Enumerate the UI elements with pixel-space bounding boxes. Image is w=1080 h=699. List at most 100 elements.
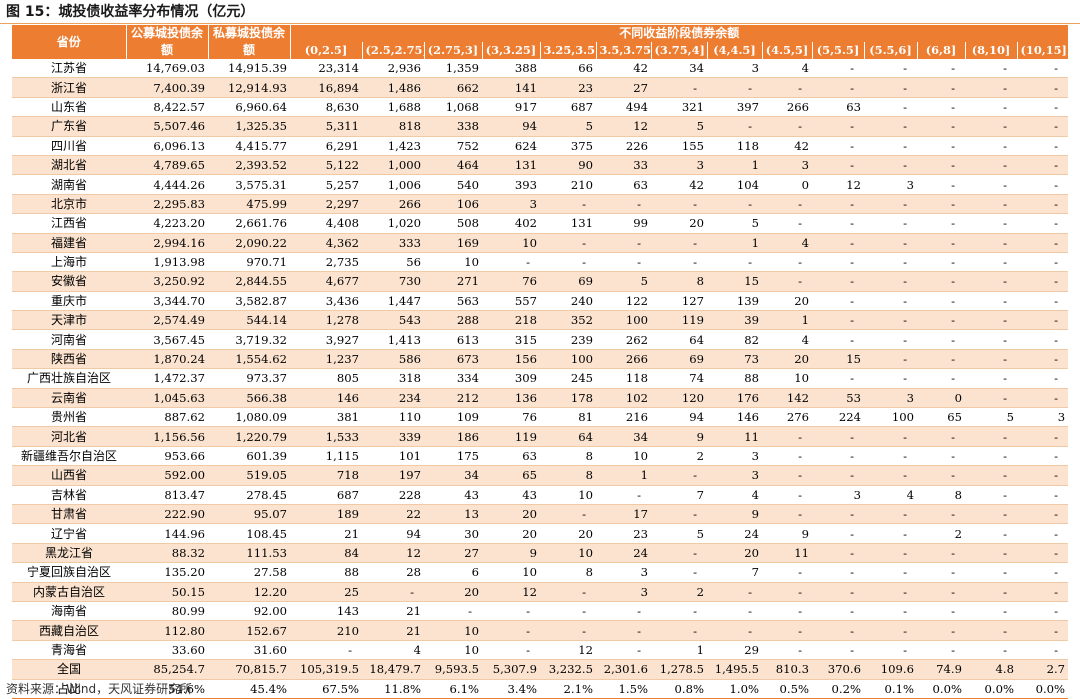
balance-cell: 2,844.55 — [208, 271, 290, 292]
bucket-cell: 104 — [707, 174, 762, 195]
bucket-cell: - — [762, 620, 812, 641]
bucket-cell: 20 — [424, 582, 482, 602]
bucket-cell: 23,314 — [290, 59, 362, 79]
table-row: 福建省 2,994.16 2,090.22 4,362 333 169 10- - -1 4- - -… — [12, 233, 1069, 253]
bucket-cell: 5,307.9 — [482, 659, 540, 680]
table-row: 安徽省 3,250.92 2,844.55 4,677 730 271 76 69 5 8 15- -… — [12, 271, 1069, 292]
table-row: 山西省 592.00 519.05 718 197 34 65 8 1-3- - - - - - — [12, 465, 1069, 486]
bucket-cell: - — [424, 601, 482, 622]
bucket-cell: 5 — [651, 523, 707, 544]
bucket-cell: 23 — [596, 523, 651, 544]
bucket-cell: 315 — [482, 329, 540, 350]
bucket-cell: 339 — [362, 426, 424, 447]
province-cell: 甘肃省 — [12, 504, 126, 525]
bucket-cell: 27 — [424, 543, 482, 564]
bucket-cell: 20 — [707, 543, 762, 564]
table-row: 吉林省 813.47 278.45 687 228 43 43 10-7 4-3 4 8- - — [12, 485, 1069, 505]
bucket-cell: 234 — [362, 388, 424, 409]
balance-cell: 27.58 — [208, 562, 290, 583]
bucket-cell: - — [762, 116, 812, 137]
bucket-cell: 21 — [290, 523, 362, 544]
balance-cell: 970.71 — [208, 252, 290, 273]
bucket-cell: 352 — [540, 310, 596, 331]
bucket-cell: 4,362 — [290, 233, 362, 253]
bucket-cell: - — [762, 562, 812, 583]
bucket-cell: - — [762, 271, 812, 292]
balance-cell: 566.38 — [208, 388, 290, 409]
bucket-cell: 118 — [596, 368, 651, 389]
bucket-cell: 557 — [482, 291, 540, 312]
bucket-cell: 333 — [362, 233, 424, 253]
bucket-cell: 4,677 — [290, 271, 362, 292]
bucket-cell: - — [917, 59, 965, 79]
bucket-cell: - — [540, 233, 596, 253]
bucket-cell: 4 — [762, 329, 812, 350]
bucket-cell: 73 — [707, 349, 762, 370]
bucket-cell: - — [917, 271, 965, 292]
bucket-cell: 402 — [482, 213, 540, 234]
bucket-cell: 276 — [762, 407, 812, 428]
bucket-cell: 262 — [596, 329, 651, 350]
balance-cell: 1,913.98 — [126, 252, 208, 273]
bucket-cell: 25 — [290, 582, 362, 602]
table-row: 广东省 5,507.46 1,325.35 5,311 818 338 94 5 12 5- - - -… — [12, 116, 1069, 137]
bucket-cell: 1,068 — [424, 97, 482, 118]
bucket-cell: 11.8% — [362, 679, 424, 699]
province-cell: 吉林省 — [12, 485, 126, 505]
bucket-cell: - — [482, 252, 540, 273]
table-row: 辽宁省 144.96 108.45 21 94 30 20 20 23 5 24 9- -2- - — [12, 523, 1069, 544]
bucket-cell: 563 — [424, 291, 482, 312]
bucket-cell: 10 — [540, 543, 596, 564]
bucket-cell: 687 — [290, 485, 362, 505]
balance-cell: 3,575.31 — [208, 174, 290, 195]
bucket-cell: 33 — [596, 155, 651, 176]
bucket-cell: - — [707, 582, 762, 602]
bucket-cell: 24 — [596, 543, 651, 564]
bucket-cell: 69 — [651, 349, 707, 370]
header-bucket: (3,3.25] — [481, 42, 540, 59]
bucket-cell: - — [917, 194, 965, 215]
bucket-cell: - — [864, 59, 917, 79]
bucket-cell: 1,495.5 — [707, 659, 762, 680]
bucket-cell: 494 — [596, 97, 651, 118]
bucket-cell: 176 — [707, 388, 762, 409]
bucket-cell: - — [965, 504, 1017, 525]
bucket-cell: 16,894 — [290, 77, 362, 98]
bucket-cell: - — [1017, 233, 1069, 253]
bucket-cell: - — [812, 582, 864, 602]
bucket-cell: - — [762, 252, 812, 273]
bucket-cell: - — [864, 77, 917, 98]
bucket-cell: 12 — [540, 640, 596, 661]
bucket-cell: - — [864, 620, 917, 641]
bucket-cell: 1,237 — [290, 349, 362, 370]
bucket-cell: - — [651, 543, 707, 564]
table-row: 新疆维吾尔自治区 953.66 601.39 1,115 101 175 63 8 10 2 3- -… — [12, 446, 1069, 467]
bucket-cell: - — [651, 465, 707, 486]
province-cell: 贵州省 — [12, 407, 126, 428]
bucket-cell: 20 — [762, 349, 812, 370]
header-bucket: (5.5,6] — [863, 42, 917, 59]
bucket-cell: 15 — [812, 349, 864, 370]
bucket-cell: - — [1017, 640, 1069, 661]
table-row: 黑龙江省 88.32 111.53 84 12 27 9 10 24-20 11- - - - - — [12, 543, 1069, 564]
bucket-cell: 0.5% — [762, 679, 812, 699]
bucket-cell: 156 — [482, 349, 540, 370]
table-row: 甘肃省 222.90 95.07 189 22 13 20-17-9- - - - - - — [12, 504, 1069, 525]
bucket-cell: 7 — [651, 485, 707, 505]
bucket-cell: 321 — [651, 97, 707, 118]
bucket-cell: 6,291 — [290, 136, 362, 156]
header-public-balance: 公募城投债余额 — [125, 25, 208, 59]
bucket-cell: 673 — [424, 349, 482, 370]
province-cell: 北京市 — [12, 194, 126, 215]
bucket-cell: - — [917, 291, 965, 312]
header-yield-group: 不同收益阶段债券余额 — [289, 25, 1069, 42]
bucket-cell: 155 — [651, 136, 707, 156]
bucket-cell: 22 — [362, 504, 424, 525]
balance-cell: 1,080.09 — [208, 407, 290, 428]
bucket-cell: 119 — [651, 310, 707, 331]
bucket-cell: 752 — [424, 136, 482, 156]
bucket-cell: 4 — [864, 485, 917, 505]
bucket-cell: 2,735 — [290, 252, 362, 273]
bucket-cell: 1.0% — [707, 679, 762, 699]
province-cell: 海南省 — [12, 601, 126, 622]
